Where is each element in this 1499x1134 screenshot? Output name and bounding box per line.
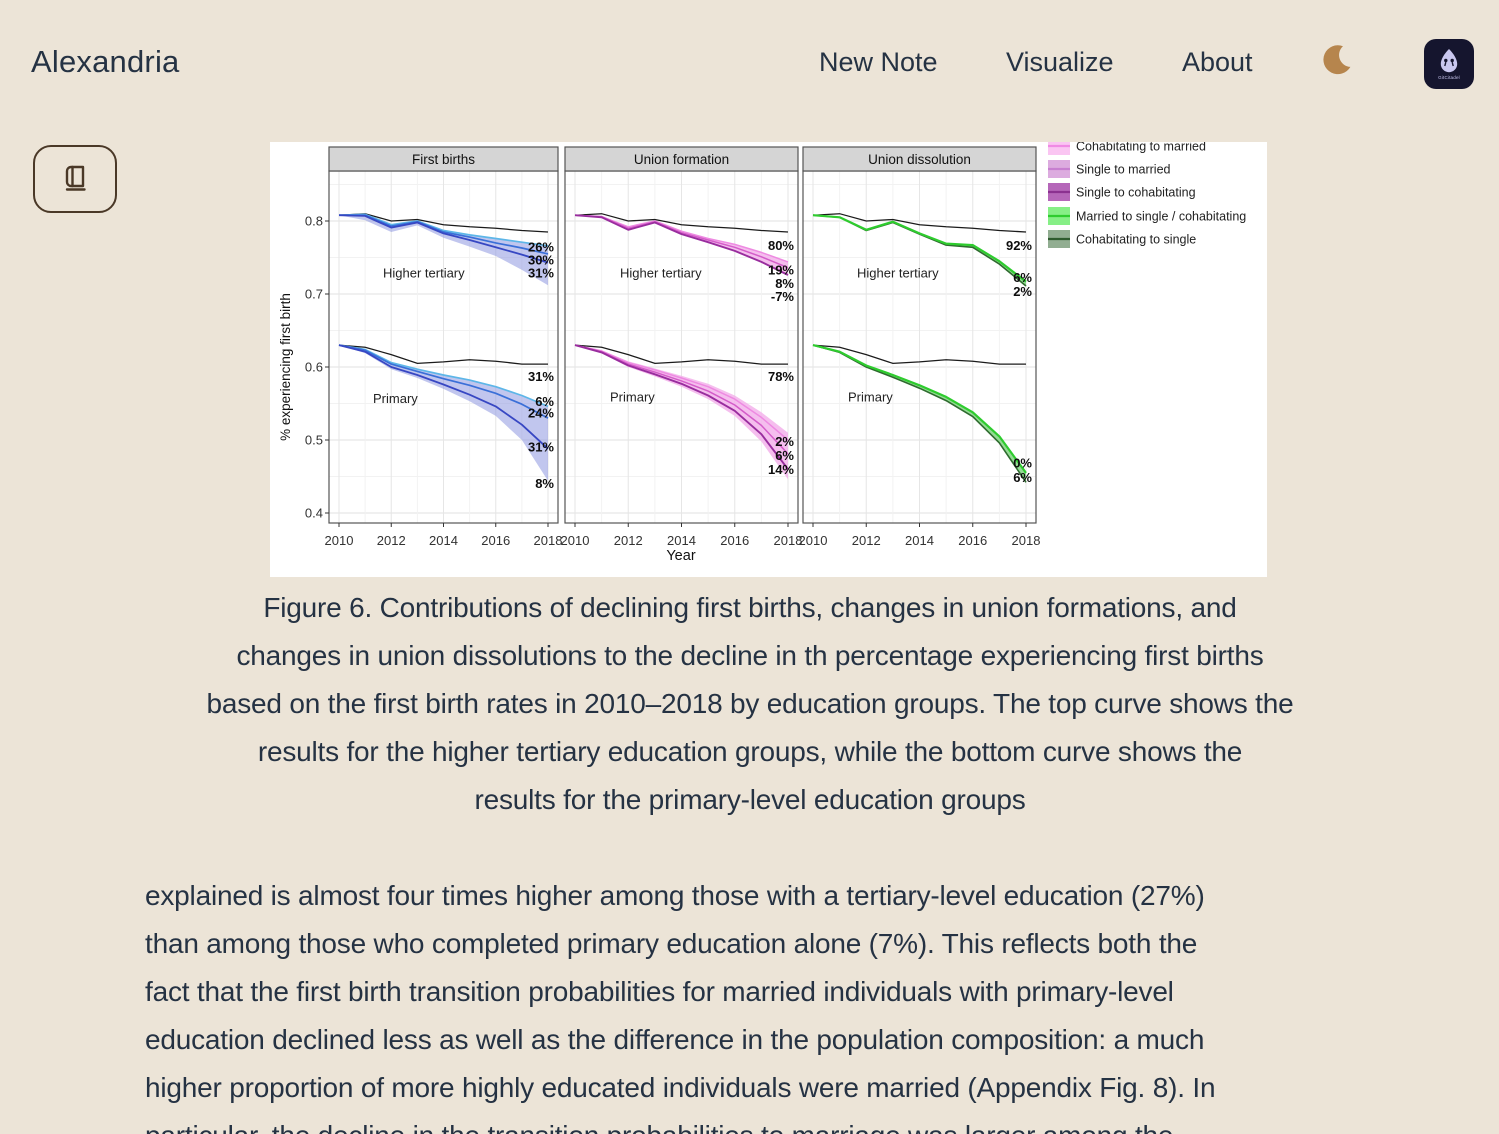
nav-new-note[interactable]: New Note xyxy=(819,47,938,77)
svg-text:2016: 2016 xyxy=(720,533,749,548)
svg-text:14%: 14% xyxy=(768,462,794,477)
svg-text:Married to single / cohabitati: Married to single / cohabitating xyxy=(1076,210,1246,224)
body-text-line: than among those who completed primary e… xyxy=(145,928,1198,959)
svg-text:Cohabitating to married: Cohabitating to married xyxy=(1076,142,1206,154)
figure-caption: Figure 6. Contributions of declining fir… xyxy=(120,584,1380,824)
svg-text:26%: 26% xyxy=(528,239,554,254)
svg-text:31%: 31% xyxy=(528,369,554,384)
svg-text:2016: 2016 xyxy=(481,533,510,548)
nav-about[interactable]: About xyxy=(1182,47,1253,77)
svg-text:Single to married: Single to married xyxy=(1076,163,1171,177)
dark-mode-toggle[interactable] xyxy=(1318,43,1352,77)
svg-text:2%: 2% xyxy=(1013,284,1032,299)
body-text-line: fact that the first birth transition pro… xyxy=(145,976,1174,1007)
site-title[interactable]: Alexandria xyxy=(31,44,180,79)
figure-caption-line: Figure 6. Contributions of declining fir… xyxy=(263,592,1237,623)
svg-text:31%: 31% xyxy=(528,439,554,454)
svg-text:Primary: Primary xyxy=(373,391,418,406)
svg-text:6%: 6% xyxy=(1013,470,1032,485)
svg-text:2010: 2010 xyxy=(799,533,828,548)
app-logo-caption: GitCitadel xyxy=(1438,75,1460,80)
nav-visualize[interactable]: Visualize xyxy=(1006,47,1114,77)
svg-text:2014: 2014 xyxy=(667,533,696,548)
svg-text:0.6: 0.6 xyxy=(305,360,323,375)
figure-caption-line: results for the primary-level education … xyxy=(474,784,1026,815)
svg-text:78%: 78% xyxy=(768,369,794,384)
svg-text:Single to cohabitating: Single to cohabitating xyxy=(1076,186,1196,200)
svg-text:80%: 80% xyxy=(768,238,794,253)
svg-text:6%: 6% xyxy=(775,448,794,463)
svg-text:6%: 6% xyxy=(1013,270,1032,285)
svg-text:92%: 92% xyxy=(1006,238,1032,253)
figure-caption-line: changes in union dissolutions to the dec… xyxy=(236,640,1264,671)
svg-text:8%: 8% xyxy=(535,476,554,491)
svg-text:0%: 0% xyxy=(1013,455,1032,470)
article-text: explained is almost four times higher am… xyxy=(145,872,1405,1134)
svg-text:2014: 2014 xyxy=(429,533,458,548)
svg-text:0.7: 0.7 xyxy=(305,287,323,302)
svg-text:2014: 2014 xyxy=(905,533,934,548)
svg-text:2012: 2012 xyxy=(614,533,643,548)
svg-text:Year: Year xyxy=(666,548,695,564)
svg-text:8%: 8% xyxy=(775,276,794,291)
body-text-line-clipped: particular, the decline in the transitio… xyxy=(145,1112,1405,1134)
body-text-line: education declined less as well as the d… xyxy=(145,1024,1205,1055)
svg-text:0.4: 0.4 xyxy=(305,506,323,521)
svg-text:2010: 2010 xyxy=(325,533,354,548)
svg-text:First births: First births xyxy=(412,152,475,167)
decomposition-chart: 26%30%31%Higher tertiary31%6%24%31%8%Pri… xyxy=(278,142,1246,564)
gitcitadel-icon xyxy=(1440,49,1458,73)
svg-text:6%: 6% xyxy=(535,394,554,409)
svg-text:Higher tertiary: Higher tertiary xyxy=(620,266,702,281)
svg-text:2016: 2016 xyxy=(958,533,987,548)
svg-text:2012: 2012 xyxy=(852,533,881,548)
svg-text:Union dissolution: Union dissolution xyxy=(868,152,971,167)
svg-text:19%: 19% xyxy=(768,263,794,278)
svg-text:0.5: 0.5 xyxy=(305,433,323,448)
svg-text:31%: 31% xyxy=(528,266,554,281)
svg-text:2018: 2018 xyxy=(1012,533,1041,548)
svg-text:2010: 2010 xyxy=(561,533,590,548)
book-icon xyxy=(65,165,86,191)
svg-text:Primary: Primary xyxy=(848,390,893,405)
svg-text:30%: 30% xyxy=(528,252,554,267)
app-logo[interactable]: GitCitadel xyxy=(1424,39,1474,89)
svg-text:Cohabitating to single: Cohabitating to single xyxy=(1076,233,1196,247)
svg-text:Primary: Primary xyxy=(610,390,655,405)
svg-text:0.8: 0.8 xyxy=(305,214,323,229)
svg-text:2018: 2018 xyxy=(534,533,563,548)
svg-text:2012: 2012 xyxy=(377,533,406,548)
moon-icon xyxy=(1323,45,1351,75)
figure-image: 26% 30% 31% Higher tertiary 31% 6% 24% 31% 8% Pri… xyxy=(270,142,1267,577)
reader-mode-button[interactable] xyxy=(33,145,117,213)
body-text-line: explained is almost four times higher am… xyxy=(145,880,1205,911)
figure-caption-line: results for the higher tertiary educatio… xyxy=(257,736,1243,767)
svg-text:Higher tertiary: Higher tertiary xyxy=(857,266,939,281)
body-text-line: higher proportion of more highly educate… xyxy=(145,1072,1216,1103)
svg-text:% experiencing first birth: % experiencing first birth xyxy=(278,293,293,441)
svg-text:Union formation: Union formation xyxy=(634,152,729,167)
svg-text:2%: 2% xyxy=(775,434,794,449)
svg-text:Higher tertiary: Higher tertiary xyxy=(383,266,465,281)
svg-text:-7%: -7% xyxy=(771,289,795,304)
figure-caption-line: based on the first birth rates in 2010–2… xyxy=(206,688,1294,719)
svg-text:2018: 2018 xyxy=(774,533,803,548)
svg-text:24%: 24% xyxy=(528,406,554,421)
